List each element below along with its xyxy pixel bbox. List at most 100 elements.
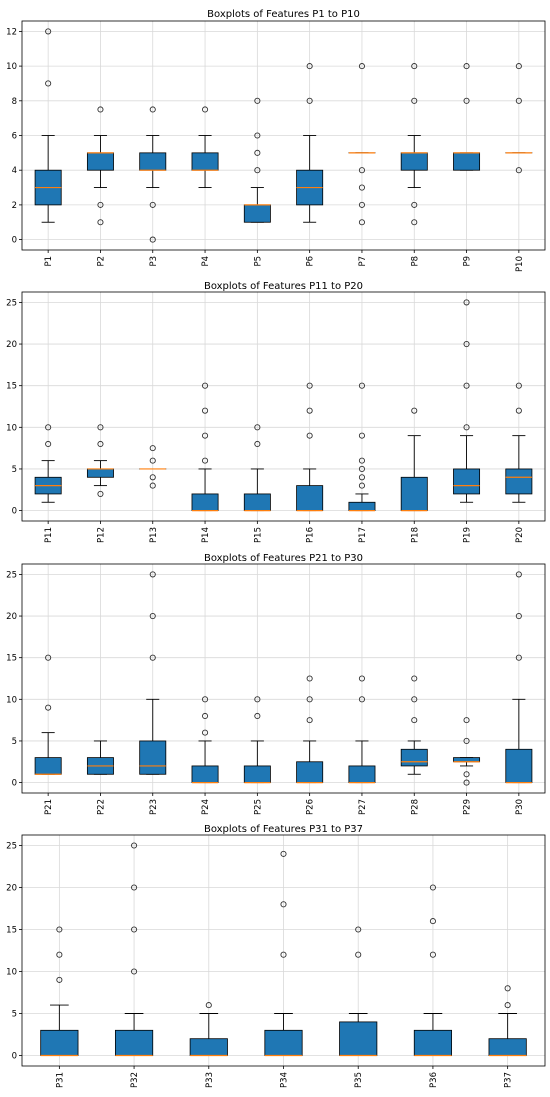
box-p3 xyxy=(139,106,167,243)
outlier-point xyxy=(515,63,522,70)
outlier-point xyxy=(463,299,470,306)
box-p22 xyxy=(86,740,114,775)
box-p19 xyxy=(453,299,481,503)
outlier-point xyxy=(45,704,52,711)
outlier-point xyxy=(306,97,313,104)
y-tick-label: 8 xyxy=(12,97,17,107)
x-tick-label: P23 xyxy=(149,799,159,815)
outlier-point xyxy=(358,675,366,682)
boxplot-panel-1: Boxplots of Features P1 to P10 0 2 4 6 8 10 12 P… xyxy=(6,9,546,272)
outlier-point xyxy=(149,654,156,661)
outlier-point xyxy=(411,696,418,703)
iqr-box xyxy=(505,468,533,495)
y-tick-label: 25 xyxy=(6,842,17,852)
outlier-point xyxy=(358,432,366,439)
outlier-point xyxy=(45,440,52,448)
y-tick-label: 10 xyxy=(6,423,17,433)
outlier-point xyxy=(358,474,366,481)
iqr-box xyxy=(40,1029,79,1056)
outlier-point xyxy=(201,106,209,113)
x-tick-label: P25 xyxy=(253,799,263,815)
plot-frame xyxy=(21,291,546,522)
y-tick-label: 20 xyxy=(6,884,17,894)
outlier-point xyxy=(306,675,313,682)
outlier-point xyxy=(254,440,261,448)
iqr-box xyxy=(339,1021,378,1056)
box-p31 xyxy=(40,926,79,1057)
box-p11 xyxy=(34,424,62,503)
y-tick-label: 0 xyxy=(12,1052,17,1062)
x-tick-label: P14 xyxy=(201,527,211,543)
iqr-box xyxy=(296,485,324,511)
iqr-box xyxy=(264,1029,303,1056)
iqr-box xyxy=(86,152,114,171)
box-p33 xyxy=(189,1002,228,1057)
x-tick-label: P29 xyxy=(463,799,473,815)
box-p17 xyxy=(348,382,376,512)
x-tick-label: P22 xyxy=(96,799,106,815)
y-tick-label: 15 xyxy=(6,382,17,392)
outlier-point xyxy=(131,884,138,891)
outlier-point xyxy=(149,106,156,113)
outlier-point xyxy=(411,717,418,724)
outlier-point xyxy=(45,424,52,431)
outlier-point xyxy=(254,696,261,703)
outlier-point xyxy=(149,457,156,464)
x-tick-label: P18 xyxy=(410,527,420,543)
outlier-point xyxy=(515,407,522,414)
x-tick-label: P27 xyxy=(358,799,368,815)
box-p7 xyxy=(348,63,376,226)
x-tick-label: P36 xyxy=(429,1072,439,1088)
x-tick-label: P17 xyxy=(358,527,368,543)
outlier-point xyxy=(201,729,209,736)
outlier-point xyxy=(306,696,313,703)
outlier-point xyxy=(149,612,156,620)
y-tick-label: 5 xyxy=(12,1010,17,1020)
outlier-point xyxy=(306,432,313,439)
box-p35 xyxy=(339,926,378,1057)
iqr-box xyxy=(191,493,219,511)
x-tick-label: P34 xyxy=(280,1072,290,1088)
iqr-box xyxy=(189,1038,228,1056)
outlier-point xyxy=(131,842,138,849)
outlier-point xyxy=(411,407,418,414)
outlier-point xyxy=(201,407,209,414)
outlier-point xyxy=(149,236,156,243)
box-p10 xyxy=(505,63,533,174)
x-tick-label: P10 xyxy=(515,256,525,272)
outlier-point xyxy=(411,219,418,226)
box-p14 xyxy=(191,382,219,512)
chart-title: Boxplots of Features P11 to P20 xyxy=(204,281,363,292)
outlier-point xyxy=(56,951,63,958)
outlier-point xyxy=(201,432,209,439)
x-tick-label: P19 xyxy=(463,527,473,543)
outlier-point xyxy=(254,712,261,720)
x-tick-label: P2 xyxy=(96,256,106,267)
outlier-point xyxy=(149,474,156,481)
x-tick-label: P15 xyxy=(253,527,263,543)
x-tick-label: P30 xyxy=(515,799,525,815)
outlier-point xyxy=(45,80,52,87)
box-p2 xyxy=(86,106,114,226)
iqr-box xyxy=(400,748,428,767)
iqr-box xyxy=(505,748,533,783)
outlier-point xyxy=(306,382,313,389)
x-tick-label: P3 xyxy=(149,256,159,267)
iqr-box xyxy=(453,468,481,495)
box-p20 xyxy=(505,382,533,503)
y-tick-label: 0 xyxy=(12,236,17,246)
box-p8 xyxy=(400,63,428,226)
box-p23 xyxy=(139,571,167,775)
x-tick-label: P8 xyxy=(410,256,420,267)
outlier-point xyxy=(463,382,470,389)
outlier-point xyxy=(56,976,63,983)
iqr-box xyxy=(139,740,167,775)
outlier-point xyxy=(463,717,470,724)
outlier-point xyxy=(131,926,138,933)
outlier-point xyxy=(463,771,470,778)
outlier-point xyxy=(358,382,366,389)
y-tick-label: 4 xyxy=(12,166,17,176)
iqr-box xyxy=(243,493,271,511)
box-p1 xyxy=(34,28,62,223)
box-p37 xyxy=(488,985,527,1057)
